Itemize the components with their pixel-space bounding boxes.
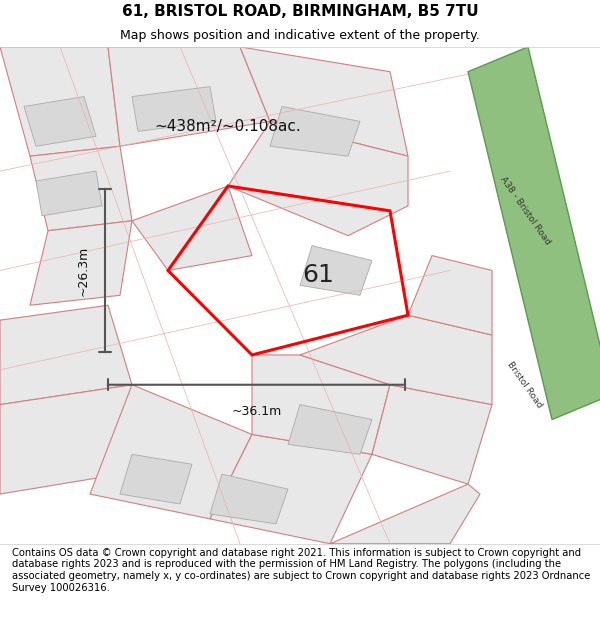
Polygon shape xyxy=(132,186,252,271)
Polygon shape xyxy=(90,385,252,519)
Text: ~36.1m: ~36.1m xyxy=(232,404,281,418)
Polygon shape xyxy=(24,96,96,146)
Polygon shape xyxy=(210,434,372,544)
Text: Bristol Road: Bristol Road xyxy=(506,360,544,409)
Polygon shape xyxy=(300,315,492,404)
Polygon shape xyxy=(240,47,408,156)
Text: ~438m²/~0.108ac.: ~438m²/~0.108ac. xyxy=(155,119,301,134)
Polygon shape xyxy=(210,474,288,524)
Text: ~26.3m: ~26.3m xyxy=(77,246,90,296)
Polygon shape xyxy=(270,106,360,156)
Polygon shape xyxy=(0,305,132,404)
Text: 61: 61 xyxy=(302,264,334,288)
Polygon shape xyxy=(408,256,492,335)
Polygon shape xyxy=(36,171,102,216)
Text: Contains OS data © Crown copyright and database right 2021. This information is : Contains OS data © Crown copyright and d… xyxy=(12,548,590,592)
Polygon shape xyxy=(30,221,132,305)
Text: Map shows position and indicative extent of the property.: Map shows position and indicative extent… xyxy=(120,29,480,42)
Polygon shape xyxy=(372,385,492,484)
Polygon shape xyxy=(288,404,372,454)
Polygon shape xyxy=(30,146,132,231)
Polygon shape xyxy=(132,87,216,131)
Polygon shape xyxy=(108,47,270,146)
Polygon shape xyxy=(0,47,120,156)
Text: 61, BRISTOL ROAD, BIRMINGHAM, B5 7TU: 61, BRISTOL ROAD, BIRMINGHAM, B5 7TU xyxy=(122,4,478,19)
Polygon shape xyxy=(0,385,150,494)
Polygon shape xyxy=(330,484,480,544)
Polygon shape xyxy=(300,246,372,295)
Polygon shape xyxy=(228,121,408,236)
Polygon shape xyxy=(252,355,390,454)
Polygon shape xyxy=(468,47,600,419)
Text: A38 - Bristol Road: A38 - Bristol Road xyxy=(498,175,552,247)
Polygon shape xyxy=(120,454,192,504)
